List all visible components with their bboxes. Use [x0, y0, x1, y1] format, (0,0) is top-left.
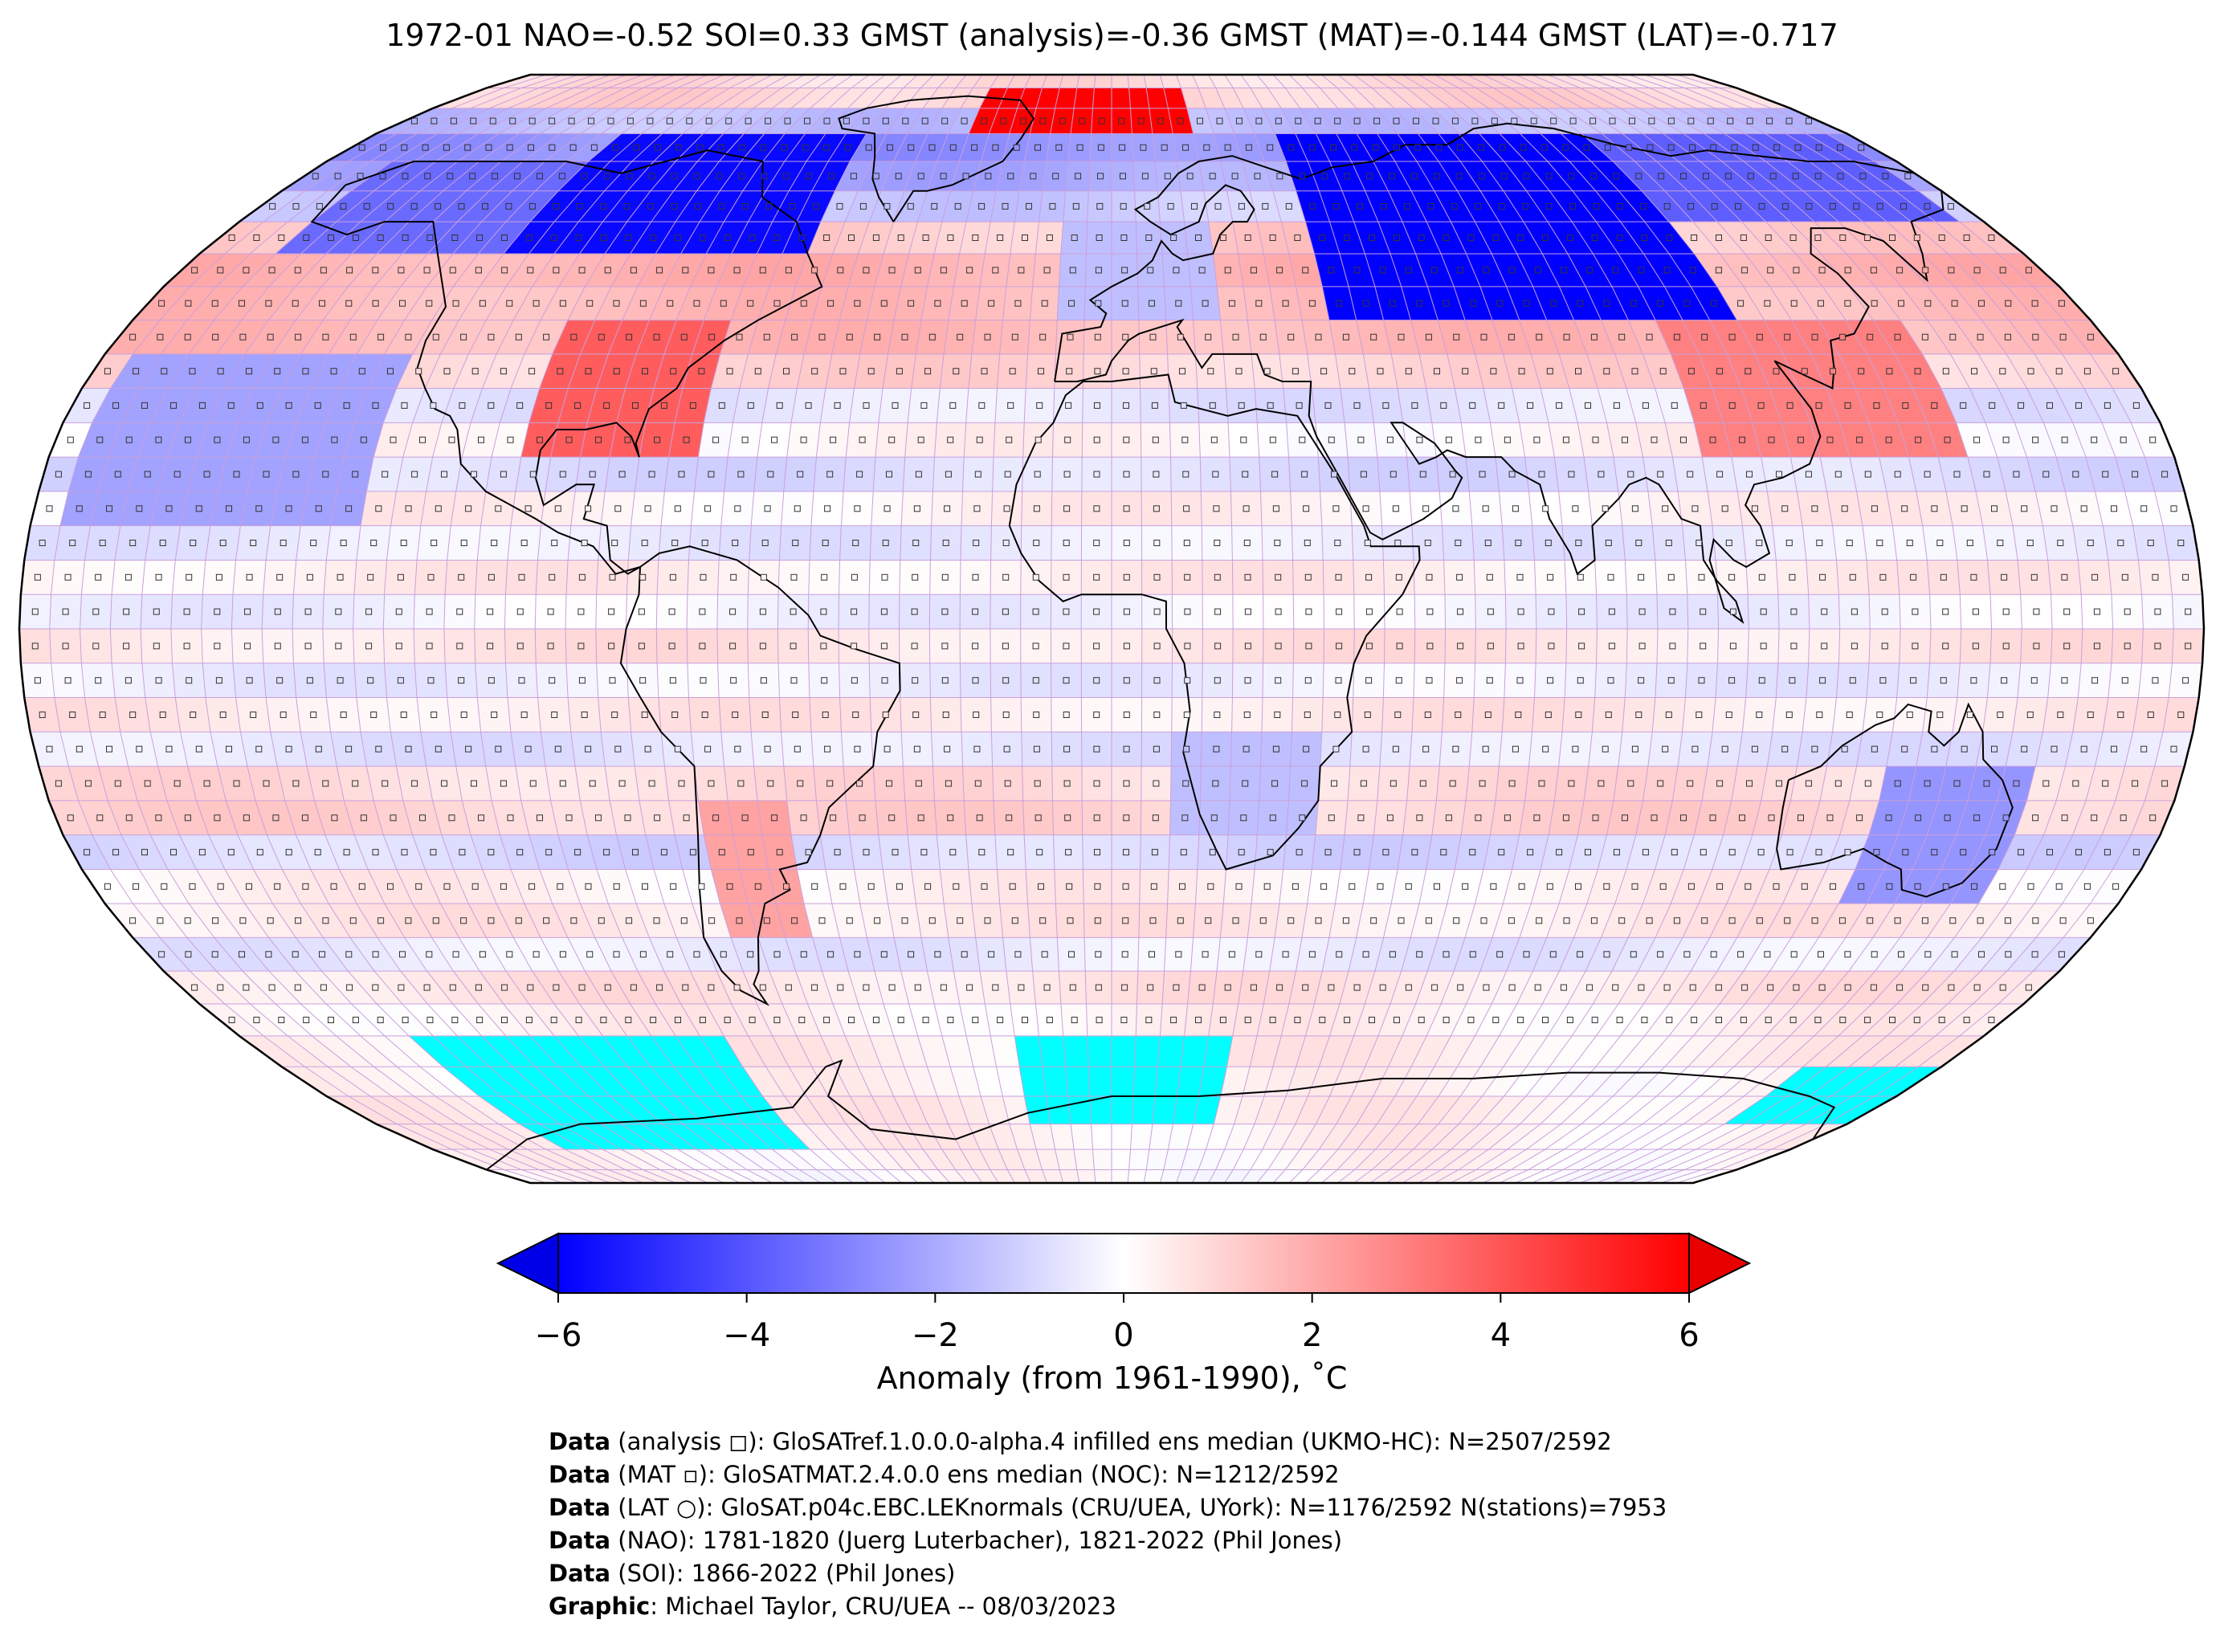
colorbar: −6 −4 −2 0 2 4 6	[496, 1232, 1752, 1354]
credit-text: (LAT ○): GloSAT.p04c.EBC.LEKnormals (CRU…	[610, 1494, 1667, 1521]
credit-heading: Data	[549, 1560, 611, 1587]
colorbar-label: Anomaly (from 1961-1990), ˚C	[876, 1360, 1348, 1396]
credit-line: Data (SOI): 1866-2022 (Phil Jones)	[549, 1557, 1667, 1590]
world-map	[18, 73, 2206, 1185]
credit-line: Graphic: Michael Taylor, CRU/UEA -- 08/0…	[549, 1590, 1667, 1623]
colorbar-extend-high	[1688, 1232, 1752, 1295]
colorbar-tick-label: 0	[1113, 1317, 1133, 1354]
credit-text: : Michael Taylor, CRU/UEA -- 08/03/2023	[650, 1593, 1116, 1620]
colorbar-tick-label: −4	[723, 1317, 770, 1354]
colorbar-tick-label: 6	[1679, 1317, 1699, 1354]
colorbar-tick-label: −6	[535, 1317, 582, 1354]
credit-line: Data (analysis ◻): GloSATref.1.0.0.0-alp…	[549, 1426, 1667, 1458]
credit-text: (MAT ▫): GloSATMAT.2.4.0.0 ens median (N…	[610, 1461, 1340, 1488]
colorbar-ticks: −6 −4 −2 0 2 4 6	[535, 1293, 1700, 1354]
credit-heading: Data	[549, 1494, 611, 1521]
credit-heading: Data	[549, 1461, 611, 1488]
credit-text: (analysis ◻): GloSATref.1.0.0.0-alpha.4 …	[610, 1428, 1612, 1455]
credit-line: Data (LAT ○): GloSAT.p04c.EBC.LEKnormals…	[549, 1491, 1667, 1524]
colorbar-tick-label: −2	[912, 1317, 959, 1354]
credit-heading: Data	[549, 1428, 611, 1455]
colorbar-tick-label: 2	[1302, 1317, 1322, 1354]
colorbar-extend-low	[496, 1232, 559, 1295]
credit-text: (SOI): 1866-2022 (Phil Jones)	[610, 1560, 956, 1587]
colorbar-body	[557, 1233, 1690, 1294]
credit-heading: Graphic	[549, 1593, 651, 1620]
figure-title: 1972-01 NAO=-0.52 SOI=0.33 GMST (analysi…	[386, 18, 1838, 53]
credit-heading: Data	[549, 1527, 611, 1554]
credit-line: Data (MAT ▫): GloSATMAT.2.4.0.0 ens medi…	[549, 1458, 1667, 1491]
colorbar-tick-label: 4	[1491, 1317, 1511, 1354]
credits-block: Data (analysis ◻): GloSATref.1.0.0.0-alp…	[549, 1426, 1667, 1623]
credit-text: (NAO): 1781-1820 (Juerg Luterbacher), 18…	[610, 1527, 1343, 1554]
credit-line: Data (NAO): 1781-1820 (Juerg Luterbacher…	[549, 1524, 1667, 1557]
